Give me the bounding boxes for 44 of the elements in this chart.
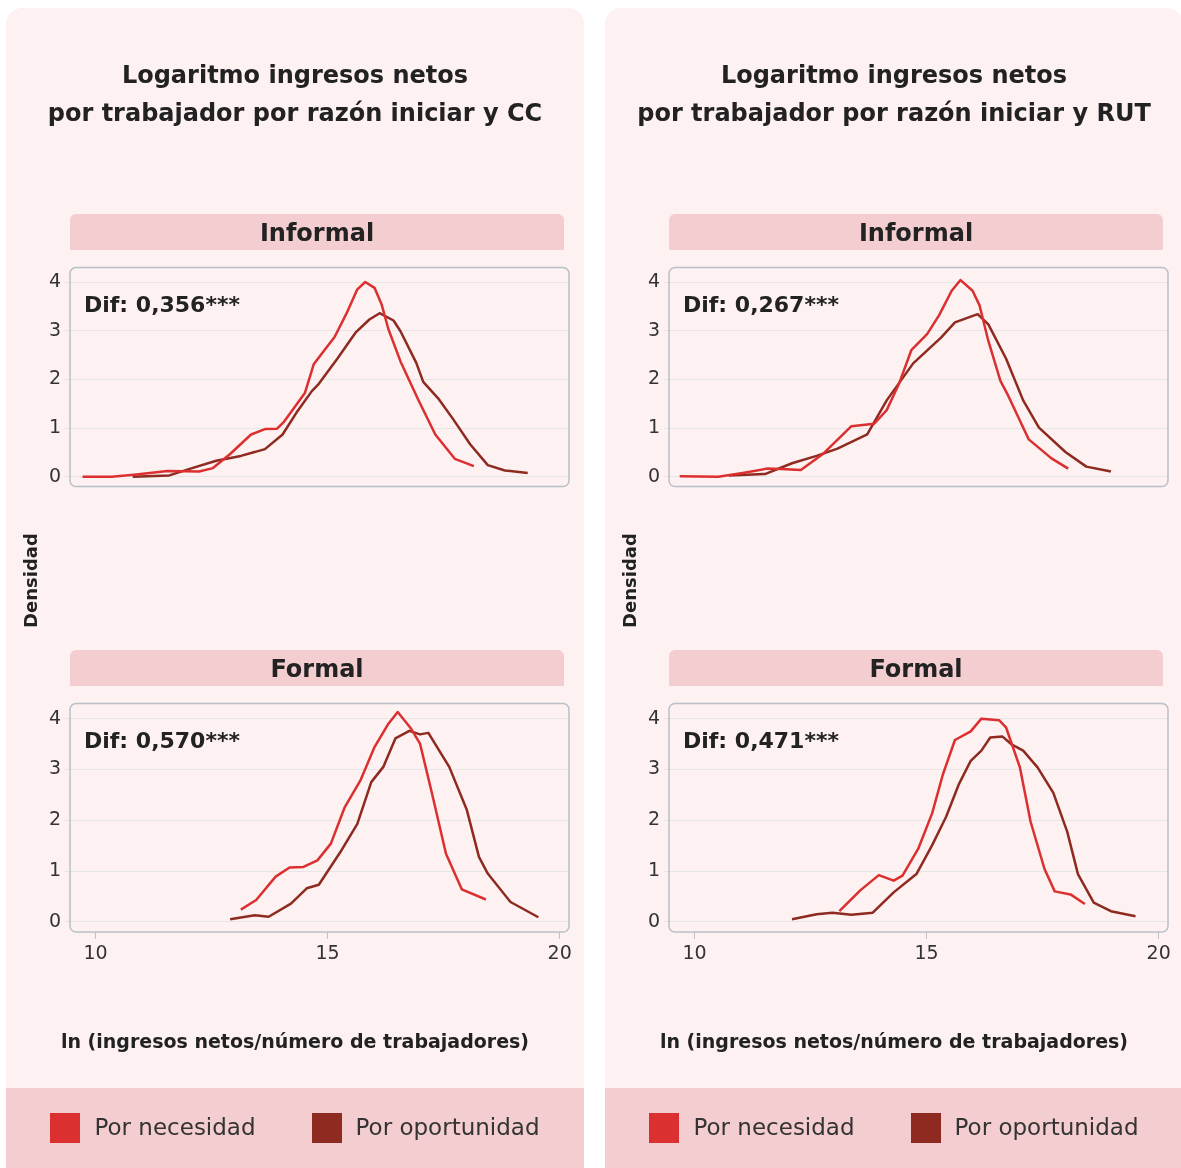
y-axis-title: Densidad — [19, 532, 41, 630]
y-tick-label: 3 — [48, 317, 61, 340]
y-tick-label: 1 — [647, 857, 660, 880]
y-tick-label: 2 — [647, 807, 660, 830]
chart-subtitle: Formal — [70, 650, 564, 686]
y-tick-label: 1 — [48, 857, 61, 880]
y-tick-label: 3 — [48, 756, 61, 779]
x-tick-label: 20 — [1146, 941, 1171, 964]
x-tick-label: 15 — [315, 941, 340, 964]
x-axis-title: ln (ingresos netos/número de trabajadores) — [59, 1030, 531, 1052]
y-tick-label: 4 — [48, 268, 61, 291]
y-axis-title: Densidad — [618, 532, 640, 630]
chart-title: Logaritmo ingresos netos por trabajador por razón iniciar y RUT — [636, 60, 1152, 129]
y-tick-label: 2 — [48, 366, 61, 389]
y-tick-label: 4 — [647, 268, 660, 291]
chart-subtitle: Informal — [70, 214, 564, 250]
y-tick-label: 3 — [647, 756, 660, 779]
y-tick-label: 0 — [647, 908, 660, 931]
y-tick-label: 4 — [647, 705, 660, 728]
annotation: Dif: 0,570*** — [84, 728, 241, 754]
y-tick-label: 0 — [48, 908, 61, 931]
x-axis-title: ln (ingresos netos/número de trabajadores) — [658, 1030, 1130, 1052]
legend-label: Por necesidad — [93, 1113, 256, 1142]
y-tick-label: 1 — [48, 415, 61, 438]
y-tick-label: 4 — [48, 705, 61, 728]
annotation: Dif: 0,471*** — [683, 728, 840, 754]
x-tick-label: 10 — [682, 941, 707, 964]
y-tick-label: 1 — [647, 415, 660, 438]
x-tick-label: 20 — [547, 941, 572, 964]
y-tick-label: 0 — [647, 463, 660, 486]
legend-label: Por necesidad — [692, 1113, 855, 1142]
x-tick-label: 10 — [83, 941, 108, 964]
y-tick-label: 0 — [48, 463, 61, 486]
chart-subtitle: Informal — [669, 214, 1163, 250]
chart-subtitle: Formal — [669, 650, 1163, 686]
legend-label: Por oportunidad — [354, 1113, 540, 1142]
x-tick-label: 15 — [914, 941, 939, 964]
annotation: Dif: 0,267*** — [683, 292, 840, 318]
legend-label: Por oportunidad — [953, 1113, 1139, 1142]
y-tick-label: 3 — [647, 317, 660, 340]
chart-title: Logaritmo ingresos netos por trabajador por razón iniciar y CC — [46, 60, 544, 129]
y-tick-label: 2 — [48, 807, 61, 830]
y-tick-label: 2 — [647, 366, 660, 389]
annotation: Dif: 0,356*** — [84, 292, 241, 318]
